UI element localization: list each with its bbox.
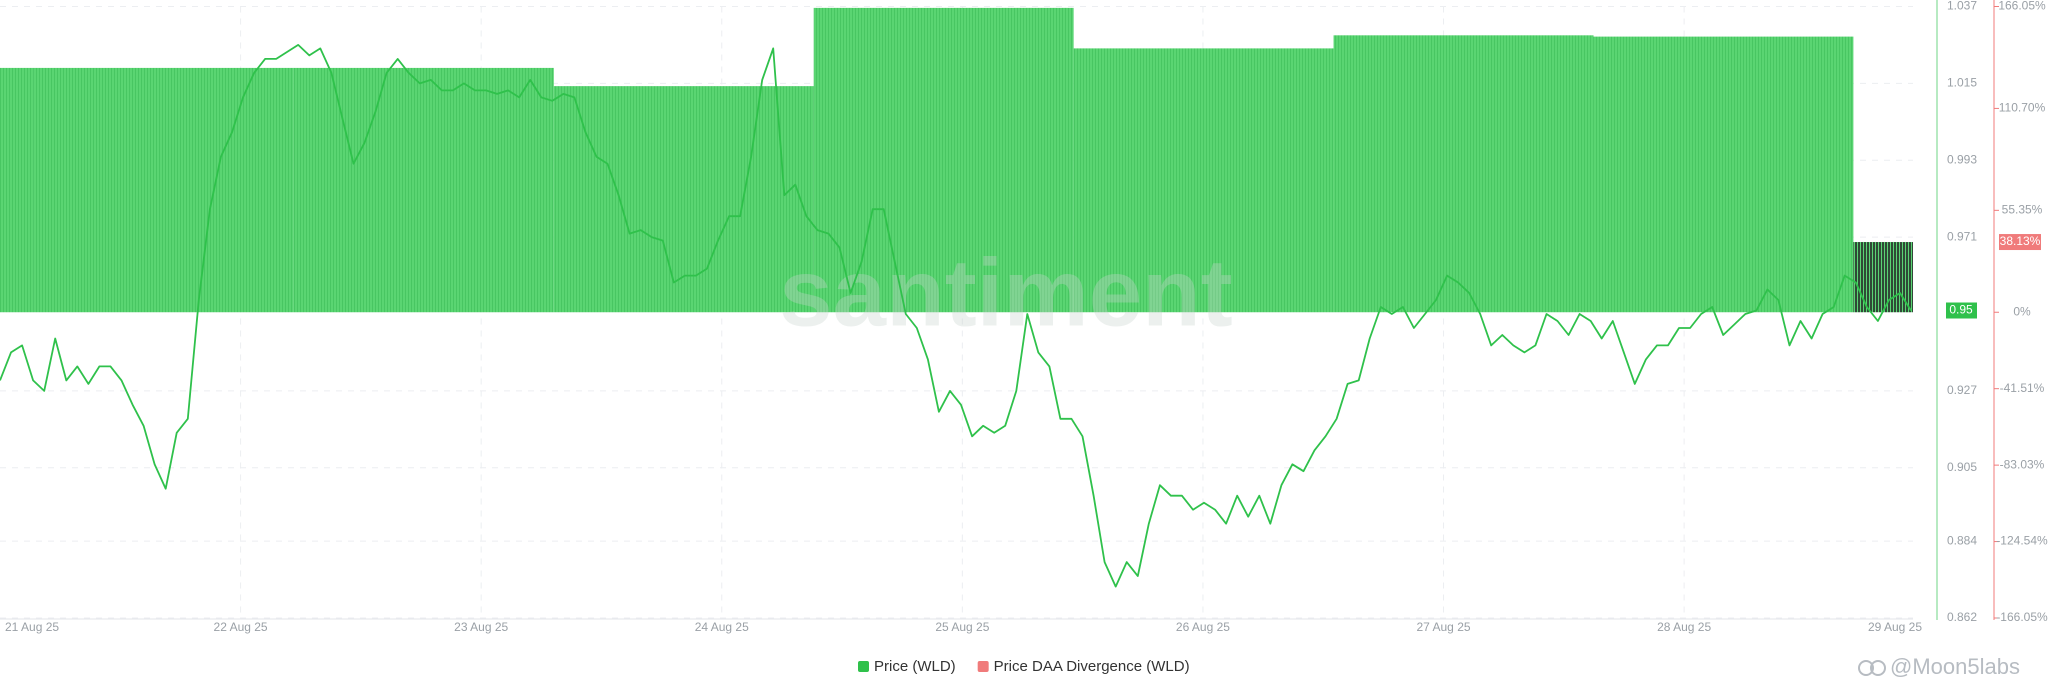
divergence-bar — [293, 67, 554, 313]
legend-label: Price DAA Divergence (WLD) — [994, 658, 1190, 675]
price-line — [0, 44, 1912, 588]
y-tick-label: 0.971 — [1947, 229, 1977, 243]
bars — [0, 7, 1913, 313]
divergence-bar — [1593, 36, 1854, 313]
x-tick-label: 23 Aug 25 — [454, 620, 508, 634]
y2-tick-label: 110.70% — [1999, 101, 2046, 115]
y2-tick-label: 0% — [2013, 304, 2031, 318]
x-tick-label: 28 Aug 25 — [1657, 620, 1711, 634]
watermark: santiment — [779, 239, 1232, 346]
credit-icon — [1858, 660, 1886, 676]
y2-tick-label: -124.54% — [1996, 534, 2048, 548]
y2-tick-label: -41.51% — [2000, 381, 2045, 395]
y2-tick-label: -83.03% — [2000, 457, 2045, 471]
axes: 0.862 0.884 0.905 0.927 0.971 0.993 1.015 1.037… — [5, 0, 2048, 634]
divergence-bar — [553, 86, 814, 313]
divergence-bar — [33, 67, 294, 313]
x-tick-label: 29 Aug 25 — [1868, 620, 1922, 634]
y-tick-label: 0.884 — [1947, 533, 1977, 547]
y2-tick-label: 55.35% — [2002, 203, 2043, 217]
x-tick-label: 26 Aug 25 — [1176, 620, 1230, 634]
y2-tick-label: -166.05% — [1996, 610, 2048, 624]
divergence-bar — [1073, 48, 1334, 313]
y2-tick-label: 166.05% — [1998, 0, 2046, 13]
divergence-bar — [1333, 35, 1594, 313]
legend: Price (WLD) Price DAA Divergence (WLD) — [858, 658, 1190, 675]
divergence-marker: 38.13% — [2000, 234, 2041, 248]
x-tick-label: 24 Aug 25 — [695, 620, 749, 634]
y-tick-label: 0.905 — [1947, 460, 1977, 474]
price-marker: 0.95 — [1949, 303, 1973, 317]
legend-swatch — [977, 661, 989, 672]
y-tick-label: 1.037 — [1947, 0, 1977, 13]
divergence-marker-box — [1999, 234, 2041, 251]
y-tick-label: 0.927 — [1947, 383, 1977, 397]
legend-label: Price (WLD) — [874, 658, 956, 675]
divergence-bar — [813, 7, 1074, 313]
credit: @Moon5labs — [1890, 654, 2020, 679]
x-tick-label: 27 Aug 25 — [1416, 620, 1470, 634]
y-tick-label: 0.993 — [1947, 152, 1977, 166]
divergence-bar — [0, 67, 34, 313]
lines — [0, 44, 1912, 588]
x-tick-label: 21 Aug 25 — [5, 620, 59, 634]
y-tick-label: 1.015 — [1947, 76, 1977, 90]
y-tick-label: 0.862 — [1947, 610, 1977, 624]
x-tick-label: 22 Aug 25 — [214, 620, 268, 634]
price-marker-box — [1946, 302, 1977, 319]
legend-swatch — [858, 661, 869, 672]
x-tick-label: 25 Aug 25 — [935, 620, 989, 634]
